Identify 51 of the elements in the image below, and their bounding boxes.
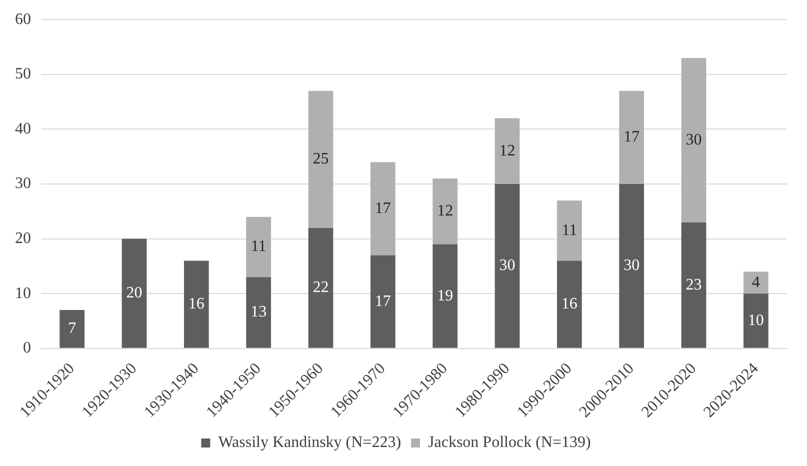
- legend-label: Wassily Kandinsky (N=223): [218, 434, 402, 452]
- data-label: 17: [624, 128, 640, 146]
- bar: [370, 255, 396, 348]
- bar: [60, 310, 85, 348]
- data-label: 11: [562, 222, 578, 239]
- y-tick-label: 60: [15, 10, 31, 28]
- data-label: 11: [250, 238, 266, 256]
- data-label: 10: [748, 312, 764, 329]
- bar: [308, 228, 334, 348]
- data-label: 25: [312, 150, 329, 168]
- data-label: 30: [624, 257, 640, 274]
- y-tick-label: 30: [15, 175, 31, 192]
- bar: [743, 294, 768, 348]
- bar: [743, 272, 768, 294]
- data-label: 17: [374, 200, 391, 217]
- data-label: 12: [499, 142, 516, 160]
- legend-label: Jackson Pollock (N=139): [428, 434, 591, 452]
- data-label: 19: [437, 287, 454, 304]
- bar: [122, 238, 147, 348]
- data-label: 7: [68, 320, 76, 338]
- bar: [246, 277, 272, 348]
- bar: [370, 162, 396, 256]
- data-label: 22: [312, 279, 329, 296]
- data-label: 16: [561, 296, 578, 313]
- bar: [619, 184, 644, 348]
- bar: [246, 216, 272, 278]
- data-label: 30: [499, 257, 516, 274]
- bar: [432, 244, 458, 348]
- data-label: 17: [374, 292, 391, 310]
- data-label: 20: [126, 284, 142, 302]
- y-tick-label: 50: [15, 66, 31, 83]
- bar: [556, 200, 582, 261]
- y-tick-label: 10: [15, 284, 31, 302]
- data-label: 30: [686, 131, 702, 148]
- bar: [681, 58, 706, 222]
- bar: [494, 118, 520, 184]
- y-tick-label: 20: [15, 230, 31, 248]
- bar: [494, 184, 520, 348]
- data-label: 23: [686, 276, 702, 294]
- data-label: 13: [250, 304, 267, 321]
- bar: [184, 260, 209, 348]
- data-label: 4: [752, 274, 760, 291]
- y-tick-label: 0: [23, 340, 31, 357]
- data-label: 12: [437, 202, 454, 220]
- bar: [556, 260, 582, 348]
- bar: [681, 222, 706, 348]
- bar: [619, 90, 644, 184]
- bar: [432, 178, 458, 244]
- data-label: 16: [188, 296, 204, 313]
- y-tick-label: 40: [15, 120, 31, 138]
- bar: [308, 90, 334, 228]
